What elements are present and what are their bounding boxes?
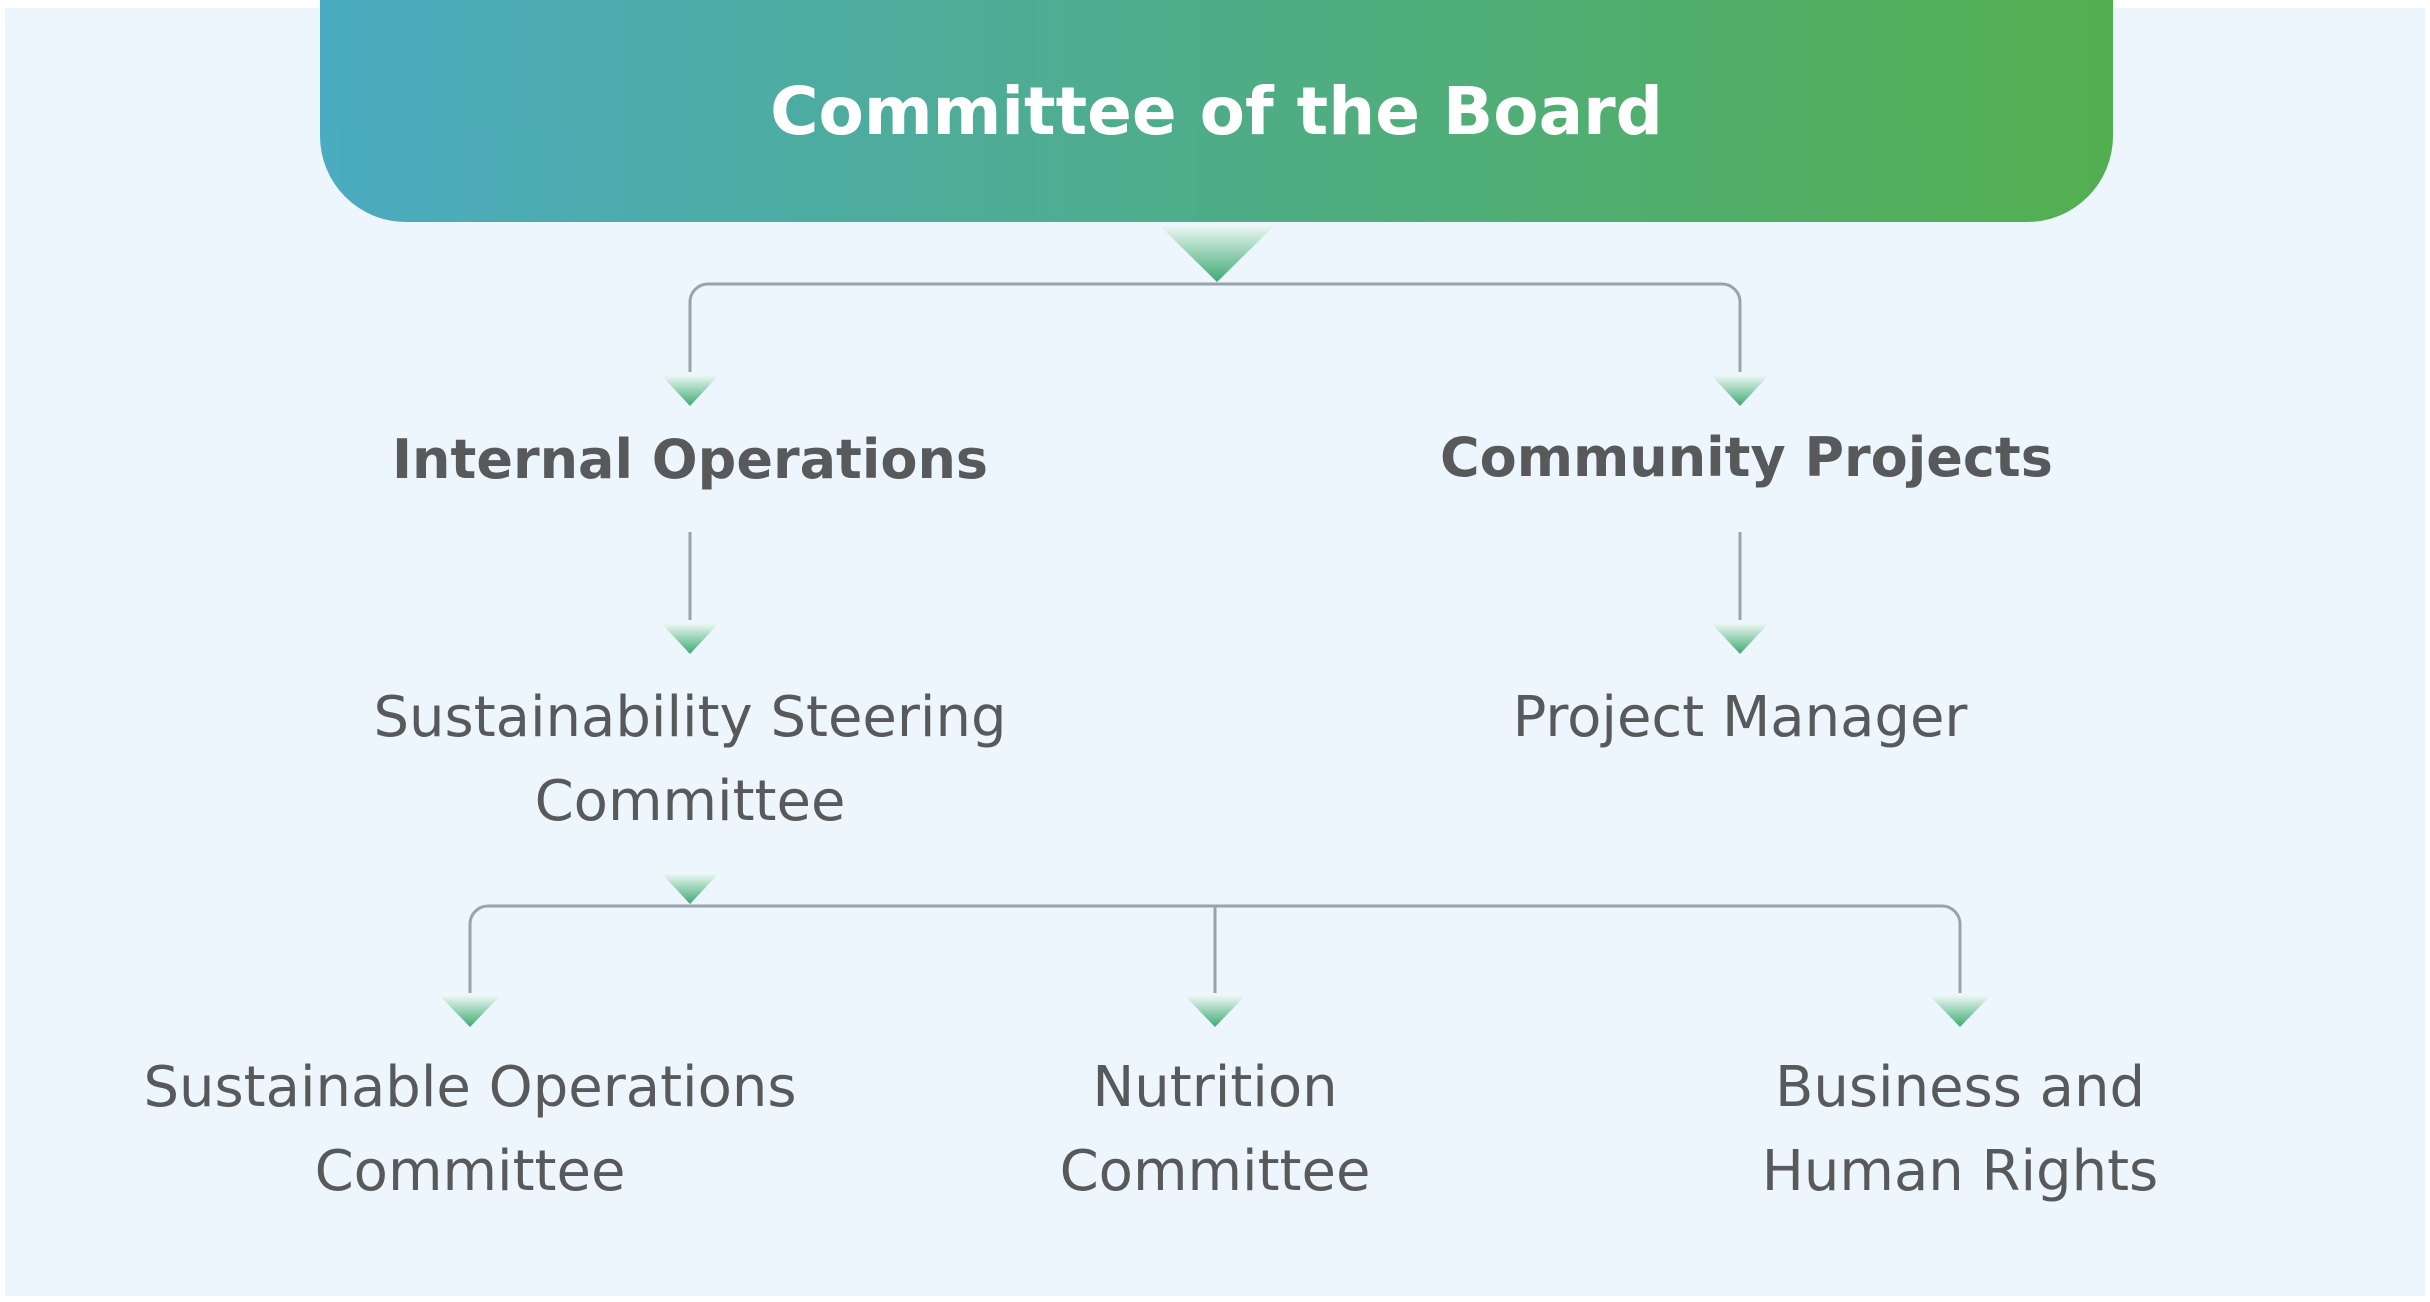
arrow-project-manager-icon <box>1712 624 1768 654</box>
arrow-internal-operations-icon <box>662 376 718 406</box>
header-banner: Committee of the Board <box>320 0 2113 222</box>
arrow-steering-split-icon <box>662 874 718 904</box>
node-internal-operations: Internal Operations <box>390 428 990 492</box>
node-steering-line1: Sustainability Steering <box>373 685 1007 750</box>
arrow-steering-committee-icon <box>662 624 718 654</box>
node-sustainable-operations-line2: Committee <box>314 1139 626 1204</box>
node-community-projects-label: Community Projects <box>1440 426 2053 489</box>
arrow-community-projects-icon <box>1712 376 1768 406</box>
arrow-header-icon <box>1160 226 1274 282</box>
node-steering-line2: Committee <box>534 769 846 834</box>
node-internal-operations-label: Internal Operations <box>391 428 989 491</box>
header-title: Committee of the Board <box>770 72 1663 150</box>
node-sustainability-steering-committee: Sustainability Steering Committee <box>340 676 1040 844</box>
node-business-human-rights: Business and Human Rights <box>1660 1046 2260 1214</box>
node-project-manager-line1: Project Manager <box>1512 685 1968 750</box>
node-community-projects: Community Projects <box>1440 426 2053 490</box>
node-nutrition-committee: Nutrition Committee <box>915 1046 1515 1214</box>
node-business-human-rights-line2: Human Rights <box>1761 1139 2159 1204</box>
header-box <box>320 0 2113 222</box>
arrow-nutrition-icon <box>1185 996 1245 1027</box>
arrow-sustainable-operations-icon <box>440 996 500 1027</box>
connector-header-split <box>688 282 1742 372</box>
node-sustainable-operations-committee: Sustainable Operations Committee <box>100 1046 840 1214</box>
arrow-business-human-rights-icon <box>1930 996 1990 1027</box>
chart-background <box>5 8 2425 1296</box>
node-nutrition-line2: Committee <box>1059 1139 1371 1204</box>
node-project-manager: Project Manager <box>1440 676 2040 760</box>
node-sustainable-operations-line1: Sustainable Operations <box>143 1055 797 1120</box>
node-nutrition-line1: Nutrition <box>1092 1055 1338 1120</box>
node-business-human-rights-line1: Business and <box>1774 1055 2146 1120</box>
